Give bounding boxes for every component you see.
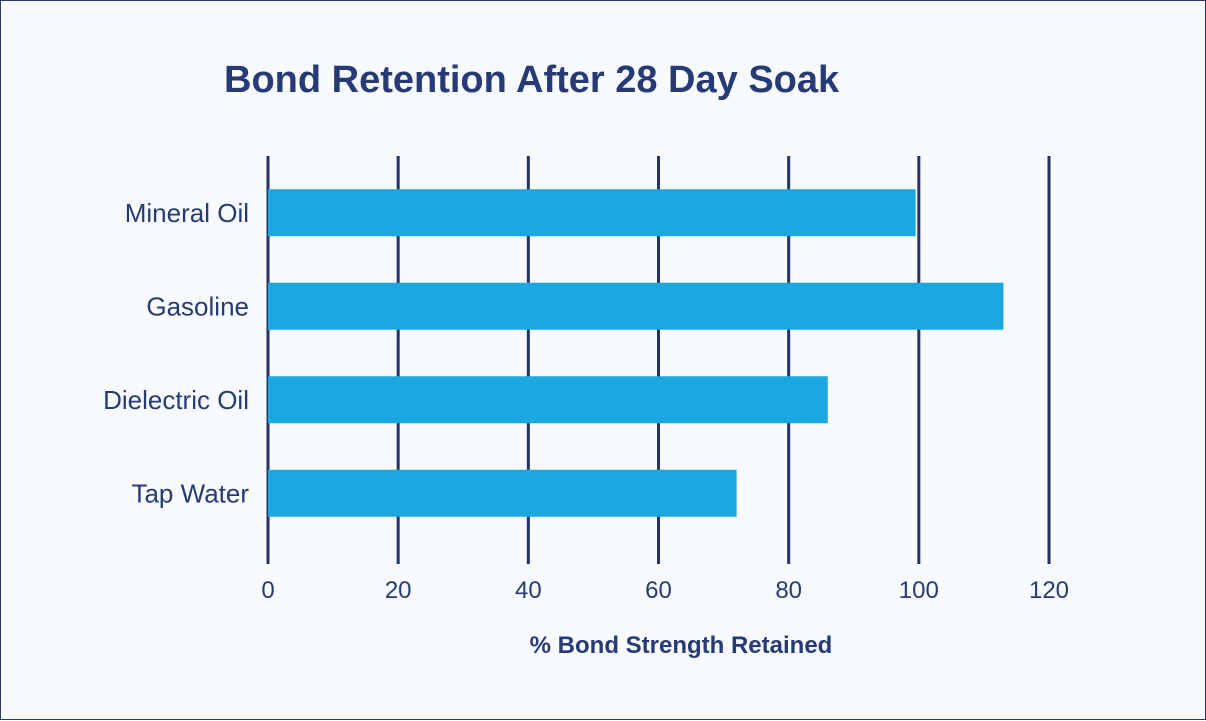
x-tick-label: 120 — [1029, 577, 1069, 604]
category-labels: Mineral Oil Gasoline Dielectric Oil Tap Wat… — [103, 198, 249, 509]
x-tick-label: 80 — [775, 577, 802, 604]
bar-dielectric-oil — [268, 376, 828, 424]
x-tick-labels: 0 20 40 60 80 100 120 — [261, 577, 1069, 604]
bar-mineral-oil — [268, 189, 916, 237]
bars — [268, 189, 1004, 517]
x-tick-label: 0 — [261, 577, 274, 604]
chart-title: Bond Retention After 28 Day Soak — [224, 59, 840, 101]
category-label: Mineral Oil — [125, 198, 249, 228]
bar-tap-water — [268, 469, 737, 517]
category-label: Gasoline — [146, 291, 249, 321]
bar-gasoline — [268, 282, 1004, 330]
x-tick-label: 40 — [515, 577, 542, 604]
x-axis-label: % Bond Strength Retained — [530, 632, 833, 659]
category-label: Tap Water — [131, 478, 249, 508]
x-tick-label: 20 — [385, 577, 412, 604]
x-tick-label: 100 — [899, 577, 939, 604]
category-label: Dielectric Oil — [103, 385, 249, 415]
x-tick-label: 60 — [645, 577, 672, 604]
